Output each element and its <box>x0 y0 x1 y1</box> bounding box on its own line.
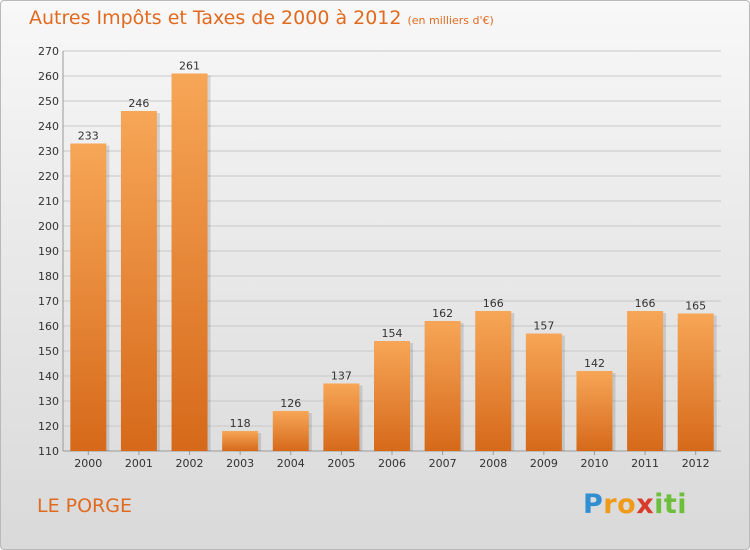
x-tick-label: 2003 <box>226 457 254 470</box>
x-tick-label: 2007 <box>429 457 457 470</box>
data-label: 246 <box>128 97 149 110</box>
bar <box>272 411 309 451</box>
x-tick-label: 2001 <box>125 457 153 470</box>
x-tick-label: 2006 <box>378 457 406 470</box>
y-tick-label: 190 <box>38 245 59 258</box>
x-tick-label: 2000 <box>74 457 102 470</box>
y-tick-label: 270 <box>38 45 59 58</box>
y-tick-label: 220 <box>38 170 59 183</box>
chart-title: Autres Impôts et Taxes de 2000 à 2012 <box>29 7 402 29</box>
y-tick-label: 110 <box>38 445 59 458</box>
x-tick-label: 2012 <box>682 457 710 470</box>
chart-subtitle: (en milliers d'€) <box>407 14 494 27</box>
data-label: 154 <box>382 327 403 340</box>
proxiti-logo: Proxiti <box>583 489 687 520</box>
logo-letter: P <box>583 489 604 520</box>
y-tick-label: 210 <box>38 195 59 208</box>
data-label: 142 <box>584 357 605 370</box>
bar <box>374 341 410 451</box>
bar <box>222 431 259 451</box>
x-tick-label: 2004 <box>277 457 305 470</box>
y-tick-label: 160 <box>38 320 59 333</box>
y-tick-label: 260 <box>38 70 59 83</box>
data-label: 157 <box>533 320 554 333</box>
title-row: Autres Impôts et Taxes de 2000 à 2012 (en… <box>29 7 494 29</box>
data-label: 166 <box>483 297 504 310</box>
y-tick-label: 230 <box>38 145 59 158</box>
y-tick-label: 240 <box>38 120 59 133</box>
logo-letter: t <box>663 489 678 520</box>
logo-letter: o <box>617 489 637 520</box>
data-label: 162 <box>432 307 453 320</box>
data-label: 165 <box>685 300 706 313</box>
bar <box>120 111 157 451</box>
bar <box>576 371 613 451</box>
x-tick-label: 2002 <box>176 457 204 470</box>
y-tick-label: 200 <box>38 220 59 233</box>
bar <box>677 313 714 451</box>
bar <box>424 321 461 451</box>
data-label: 126 <box>280 397 301 410</box>
y-tick-label: 250 <box>38 95 59 108</box>
bar <box>70 143 107 451</box>
bar <box>475 311 512 451</box>
data-label: 166 <box>635 297 656 310</box>
data-label: 137 <box>331 370 352 383</box>
x-tick-label: 2008 <box>479 457 507 470</box>
y-tick-label: 150 <box>38 345 59 358</box>
y-tick-label: 120 <box>38 420 59 433</box>
y-tick-label: 170 <box>38 295 59 308</box>
y-tick-label: 140 <box>38 370 59 383</box>
bar <box>627 311 664 451</box>
x-tick-label: 2011 <box>631 457 659 470</box>
x-tick-label: 2009 <box>530 457 558 470</box>
logo-letter: i <box>677 489 688 520</box>
y-tick-label: 130 <box>38 395 59 408</box>
y-tick-label: 180 <box>38 270 59 283</box>
logo-letter: x <box>636 489 655 520</box>
logo-letter: i <box>654 489 664 520</box>
data-label: 118 <box>230 417 251 430</box>
bar <box>171 73 208 451</box>
data-label: 261 <box>179 60 200 73</box>
x-tick-label: 2005 <box>327 457 355 470</box>
logo-letter: r <box>603 489 618 520</box>
bar <box>525 333 562 451</box>
x-tick-label: 2010 <box>580 457 608 470</box>
commune-name: LE PORGE <box>37 495 132 517</box>
data-label: 233 <box>78 130 99 143</box>
bar <box>323 383 360 451</box>
